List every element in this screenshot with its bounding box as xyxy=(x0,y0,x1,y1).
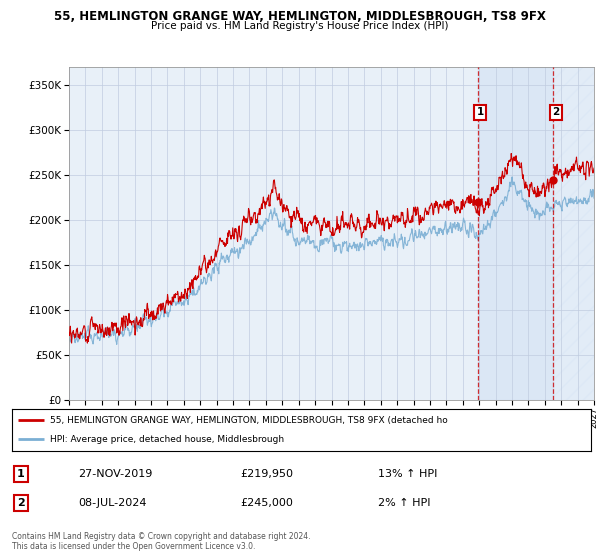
Text: HPI: Average price, detached house, Middlesbrough: HPI: Average price, detached house, Midd… xyxy=(50,435,284,444)
Text: £219,950: £219,950 xyxy=(240,469,293,479)
Text: £245,000: £245,000 xyxy=(240,498,293,508)
Text: 2: 2 xyxy=(552,107,559,117)
Text: Contains HM Land Registry data © Crown copyright and database right 2024.
This d: Contains HM Land Registry data © Crown c… xyxy=(12,532,311,552)
Bar xyxy=(478,67,553,400)
Text: 2% ↑ HPI: 2% ↑ HPI xyxy=(378,498,431,508)
Text: 27-NOV-2019: 27-NOV-2019 xyxy=(78,469,152,479)
Bar xyxy=(553,67,596,400)
Text: 13% ↑ HPI: 13% ↑ HPI xyxy=(378,469,437,479)
Text: Price paid vs. HM Land Registry's House Price Index (HPI): Price paid vs. HM Land Registry's House … xyxy=(151,21,449,31)
Text: 55, HEMLINGTON GRANGE WAY, HEMLINGTON, MIDDLESBROUGH, TS8 9FX (detached ho: 55, HEMLINGTON GRANGE WAY, HEMLINGTON, M… xyxy=(50,416,448,424)
Text: 08-JUL-2024: 08-JUL-2024 xyxy=(78,498,146,508)
Text: 1: 1 xyxy=(17,469,25,479)
Text: 55, HEMLINGTON GRANGE WAY, HEMLINGTON, MIDDLESBROUGH, TS8 9FX: 55, HEMLINGTON GRANGE WAY, HEMLINGTON, M… xyxy=(54,10,546,23)
Text: 1: 1 xyxy=(476,107,484,117)
Text: 2: 2 xyxy=(17,498,25,508)
